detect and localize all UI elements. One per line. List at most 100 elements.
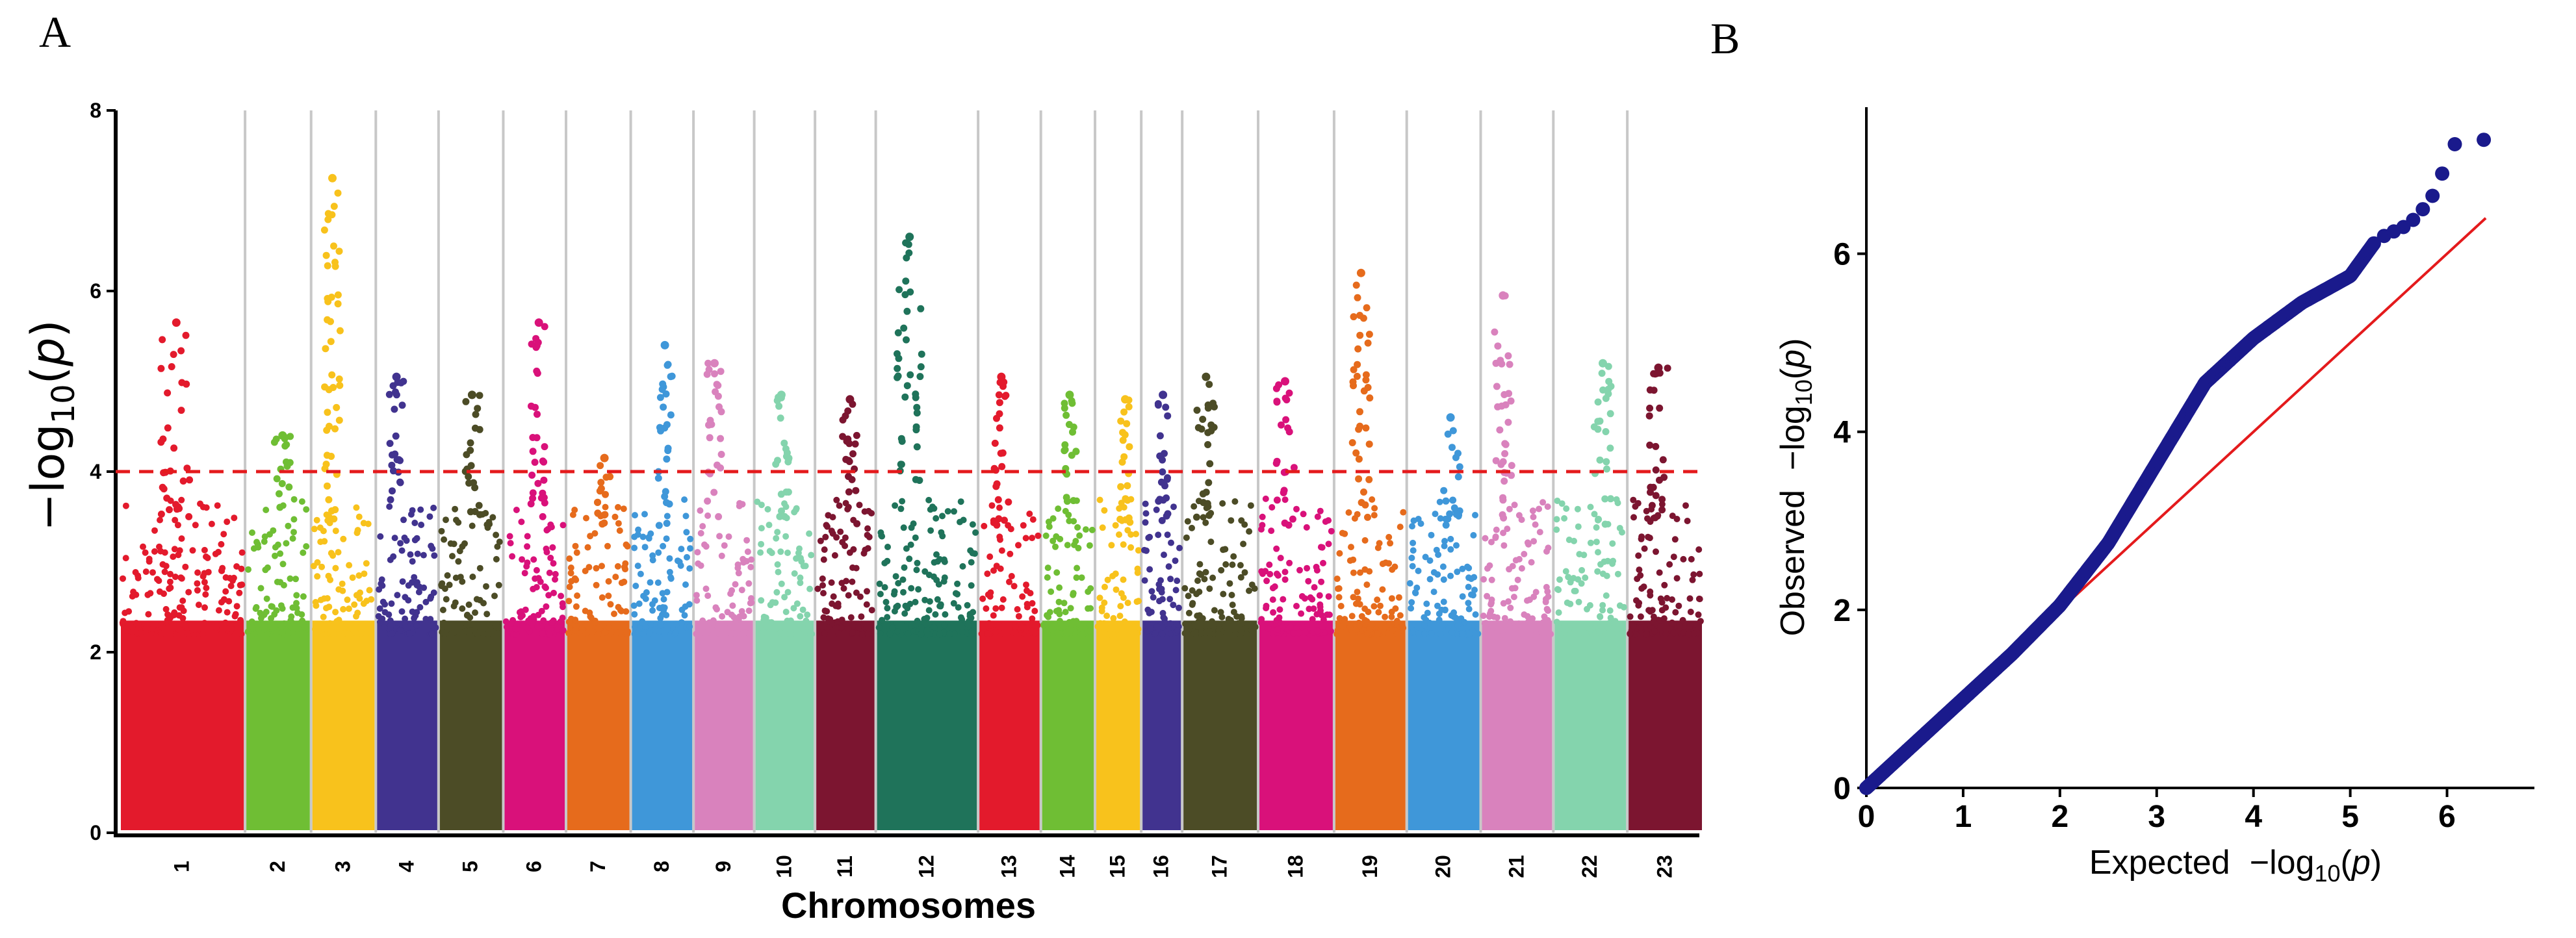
snp-point xyxy=(1452,511,1460,518)
chromosome-tick-label: 3 xyxy=(331,861,355,872)
snp-point xyxy=(264,564,271,571)
snp-point xyxy=(797,613,804,620)
snp-point xyxy=(227,583,235,589)
snp-point xyxy=(357,629,365,637)
snp-point xyxy=(903,545,910,552)
snp-point xyxy=(469,522,476,529)
snp-point xyxy=(1447,546,1454,553)
snp-point xyxy=(1124,600,1131,607)
snp-point xyxy=(979,595,986,602)
snp-point xyxy=(344,630,352,637)
snp-point xyxy=(1363,304,1371,312)
snp-point xyxy=(968,559,975,566)
snp-point xyxy=(1161,450,1168,457)
snp-point xyxy=(183,464,191,472)
snp-point xyxy=(899,576,907,583)
snp-point xyxy=(405,582,412,589)
snp-point xyxy=(571,507,578,513)
snp-point xyxy=(1153,506,1160,513)
snp-point xyxy=(427,595,434,602)
snp-point xyxy=(546,569,553,576)
snp-point xyxy=(274,620,281,627)
snp-point xyxy=(1121,431,1129,438)
snp-point xyxy=(1647,488,1654,496)
snp-point xyxy=(1543,548,1550,555)
snp-point xyxy=(1484,592,1491,600)
snp-point xyxy=(1606,444,1614,452)
snp-point xyxy=(467,614,474,621)
snp-point xyxy=(1198,425,1205,433)
snp-point xyxy=(1193,407,1201,414)
snp-peak-point xyxy=(1281,377,1289,386)
snp-point xyxy=(1230,609,1237,616)
snp-point xyxy=(696,631,703,638)
snp-point xyxy=(336,327,344,335)
snp-point xyxy=(941,622,947,629)
snp-point xyxy=(864,525,871,532)
snp-point xyxy=(1593,539,1600,546)
snp-peak-point xyxy=(845,395,855,404)
snp-peak-point xyxy=(1446,413,1455,422)
snp-point xyxy=(864,631,871,637)
qq-x-tick-label: 0 xyxy=(1858,800,1875,834)
snp-point xyxy=(718,552,725,559)
snp-point xyxy=(663,626,671,633)
snp-point xyxy=(159,435,167,443)
snp-point xyxy=(333,403,341,411)
snp-point xyxy=(407,511,415,518)
snp-point xyxy=(287,575,294,582)
snp-point xyxy=(1118,630,1125,637)
snp-point xyxy=(298,611,305,618)
snp-point xyxy=(283,441,290,448)
snp-point xyxy=(177,407,185,414)
snp-point xyxy=(1658,496,1666,503)
snp-point xyxy=(649,607,656,614)
snp-point xyxy=(875,624,882,631)
snp-point xyxy=(582,622,589,629)
snp-point xyxy=(884,614,891,621)
snp-point xyxy=(721,542,728,549)
snp-point xyxy=(1227,616,1234,624)
snp-point xyxy=(1515,512,1523,519)
snp-point xyxy=(587,533,594,540)
snp-point xyxy=(177,347,185,355)
snp-point xyxy=(1267,570,1274,577)
chromosome-band xyxy=(1142,620,1181,830)
snp-point xyxy=(1567,600,1574,607)
snp-point xyxy=(411,520,419,526)
snp-point xyxy=(1206,585,1213,592)
snp-point xyxy=(1575,523,1582,530)
snp-point xyxy=(994,496,1002,503)
snp-point xyxy=(517,614,524,620)
snp-point xyxy=(1158,516,1166,524)
snp-point xyxy=(1650,370,1658,377)
snp-point xyxy=(1276,606,1283,613)
snp-point xyxy=(1147,625,1154,632)
snp-point xyxy=(760,613,767,620)
snp-point xyxy=(631,544,638,551)
snp-point xyxy=(1282,496,1289,503)
snp-point xyxy=(704,512,712,519)
snp-point xyxy=(639,533,647,540)
snp-point xyxy=(1238,613,1245,620)
snp-point xyxy=(1543,605,1551,613)
snp-point xyxy=(335,616,342,624)
snp-point xyxy=(1453,542,1460,549)
snp-point xyxy=(1656,569,1663,576)
snp-point xyxy=(847,614,855,621)
snp-point xyxy=(1450,504,1458,512)
snp-point xyxy=(918,350,925,358)
snp-point xyxy=(182,331,190,339)
snp-point xyxy=(310,563,317,570)
snp-point xyxy=(518,518,525,526)
snp-point xyxy=(298,498,305,505)
snp-point xyxy=(417,603,424,611)
snp-point xyxy=(1319,544,1326,551)
snp-point xyxy=(233,603,240,610)
snp-point xyxy=(320,613,327,620)
snp-point xyxy=(1146,533,1153,540)
snp-point xyxy=(777,629,784,637)
snp-point xyxy=(285,522,292,529)
qq-y-tick-label: 2 xyxy=(1833,594,1851,628)
snp-point xyxy=(1161,551,1167,559)
